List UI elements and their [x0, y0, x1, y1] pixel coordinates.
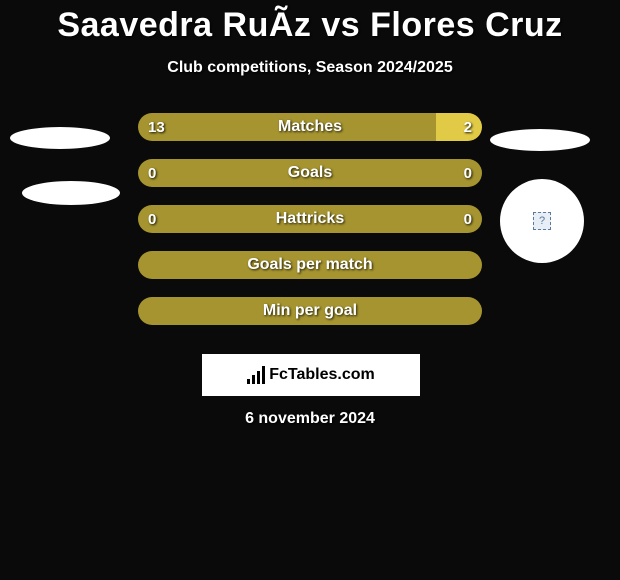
avatar-circle: ? [500, 179, 584, 263]
avatar-placeholder [22, 181, 120, 205]
stat-row: Hattricks00 [138, 205, 482, 233]
stat-row: Min per goal [138, 297, 482, 325]
attribution-logo: FcTables.com [247, 366, 375, 384]
bar-right-segment [436, 113, 482, 141]
date-text: 6 november 2024 [0, 410, 620, 428]
comparison-chart: Matches132 Goals00 Hattricks00 Goals per ma… [0, 113, 620, 353]
stat-row: Goals per match [138, 251, 482, 279]
page-title: Saavedra RuÃ­z vs Flores Cruz [0, 0, 620, 45]
stat-row: Matches132 [138, 113, 482, 141]
attribution-text: FcTables.com [269, 366, 375, 384]
attribution-bars-icon [247, 366, 265, 384]
page-subtitle: Club competitions, Season 2024/2025 [0, 59, 620, 77]
bar-fill [138, 205, 482, 233]
stat-row: Goals00 [138, 159, 482, 187]
bar-fill [138, 297, 482, 325]
avatar-placeholder [490, 129, 590, 151]
avatar-placeholder [10, 127, 110, 149]
missing-image-icon: ? [533, 212, 551, 230]
bar-stack: Matches132 Goals00 Hattricks00 Goals per ma… [138, 113, 482, 343]
attribution-box: FcTables.com [202, 354, 420, 396]
bar-left-segment [138, 113, 436, 141]
bar-fill [138, 251, 482, 279]
bar-fill [138, 159, 482, 187]
